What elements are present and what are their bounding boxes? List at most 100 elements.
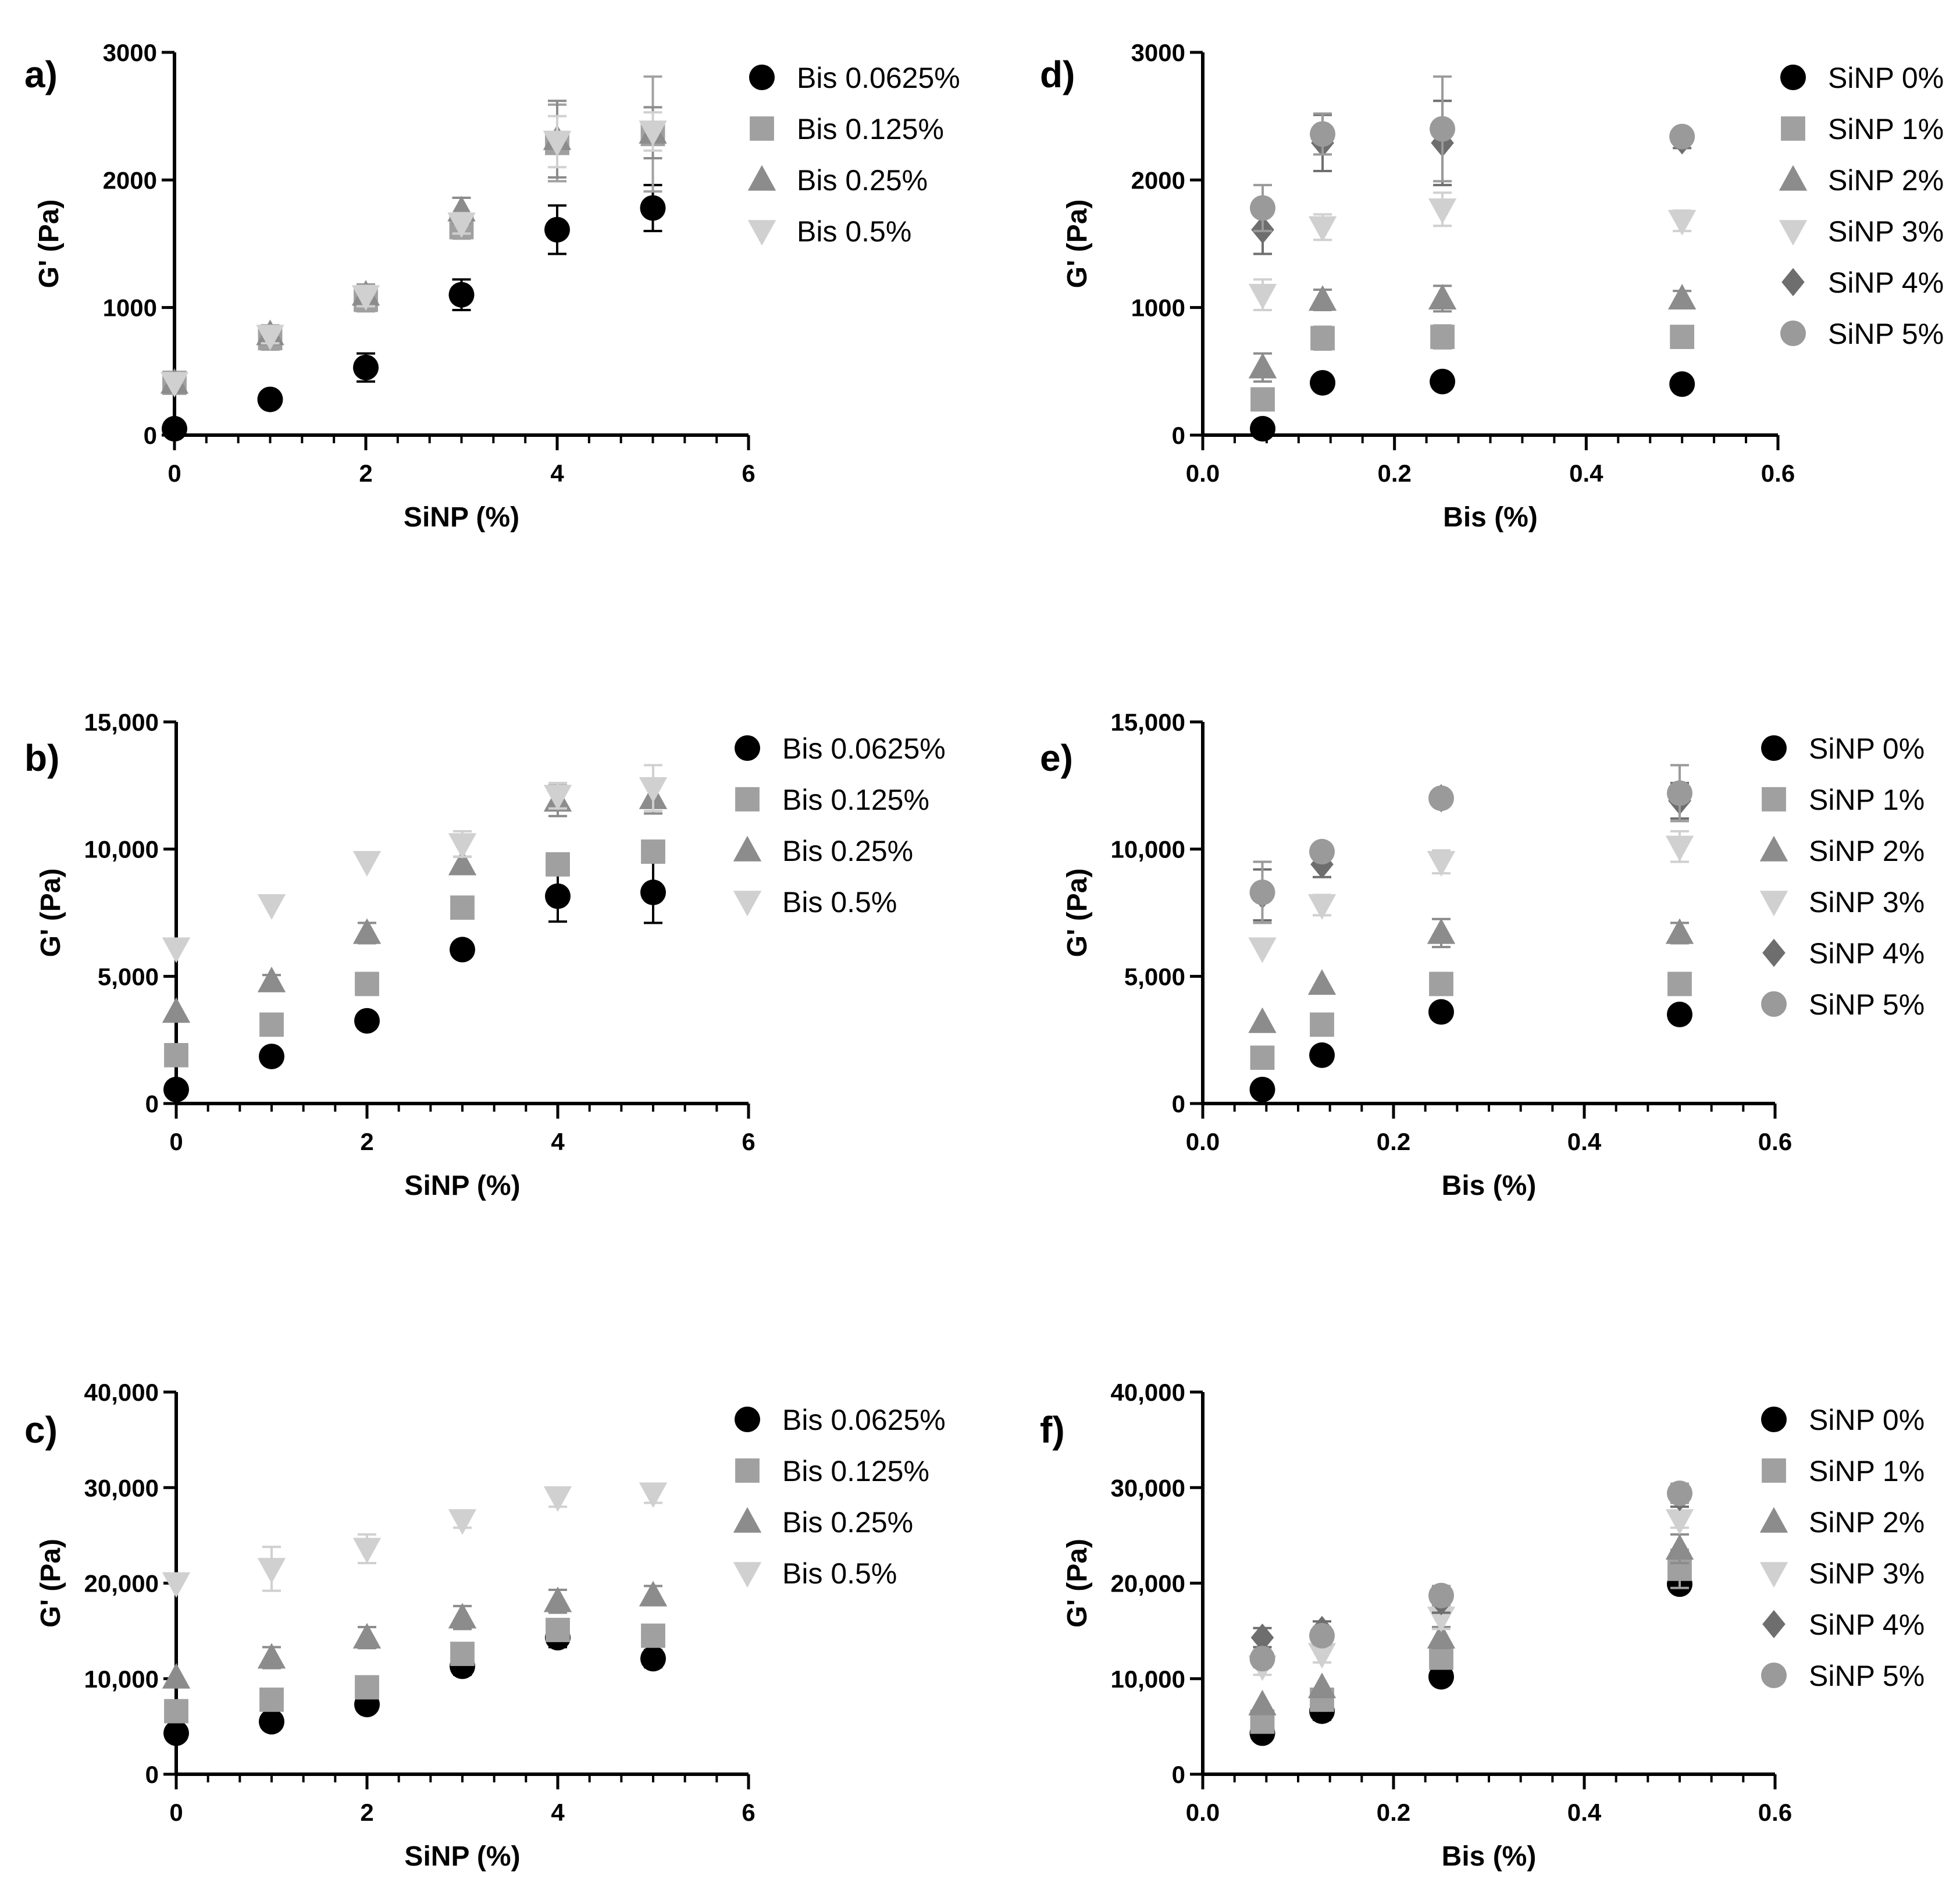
x-tick-label: 0.4 <box>1567 1128 1602 1155</box>
data-point <box>1250 1623 1274 1652</box>
data-point <box>259 1687 284 1712</box>
data-point <box>640 195 666 221</box>
data-point <box>448 833 477 859</box>
legend-marker <box>1759 1507 1788 1533</box>
series-e-2 <box>1248 917 1694 1033</box>
y-tick-label: 20,000 <box>1111 1570 1185 1597</box>
legend-label: SiNP 5% <box>1809 988 1925 1021</box>
y-tick-label: 0 <box>1172 422 1185 449</box>
data-point <box>1308 216 1337 242</box>
data-point <box>543 1486 572 1512</box>
data-point <box>259 1012 284 1037</box>
legend-label: SiNP 5% <box>1809 1660 1925 1692</box>
data-point <box>639 120 667 147</box>
y-tick-label: 0 <box>144 422 157 449</box>
data-point <box>1667 971 1692 996</box>
y-axis-title: G' (Pa) <box>1062 1539 1093 1628</box>
legend-marker <box>1762 787 1786 811</box>
data-point <box>1669 371 1695 397</box>
x-tick-label: 4 <box>551 1799 565 1826</box>
series-b-1 <box>164 839 665 1067</box>
data-point <box>448 282 475 308</box>
data-point <box>1308 285 1337 311</box>
panel-label-d: d) <box>1040 54 1075 95</box>
data-point <box>641 1623 665 1648</box>
data-point <box>1429 971 1453 996</box>
y-tick-label: 1000 <box>1131 294 1185 322</box>
data-point <box>1665 1534 1694 1560</box>
data-point <box>545 883 571 909</box>
data-point <box>355 971 379 996</box>
x-tick-label: 2 <box>360 1128 373 1155</box>
legend-marker <box>750 116 774 141</box>
data-point <box>1427 1622 1456 1649</box>
data-point <box>352 918 382 944</box>
legend-marker <box>1781 268 1805 297</box>
y-tick-label: 2000 <box>1131 166 1185 194</box>
x-tick-label: 4 <box>550 460 564 487</box>
data-point <box>1667 780 1692 806</box>
panel-label-e: e) <box>1040 737 1073 779</box>
data-point <box>1670 325 1695 350</box>
data-point <box>1667 284 1697 310</box>
series-d-0 <box>1250 368 1695 442</box>
legend-label: SiNP 5% <box>1828 318 1944 350</box>
data-point <box>639 777 668 803</box>
data-point <box>1250 1045 1275 1070</box>
data-point <box>1307 969 1337 995</box>
legend-marker <box>1780 321 1806 346</box>
series-c-2 <box>162 1581 668 1689</box>
y-tick-label: 3000 <box>1131 39 1185 66</box>
legend-marker <box>1779 220 1808 246</box>
data-point <box>543 1586 572 1613</box>
y-tick-label: 5,000 <box>98 963 159 990</box>
data-point <box>1250 195 1276 221</box>
y-tick-label: 1000 <box>103 294 157 322</box>
series-b-2 <box>162 781 668 1023</box>
data-point <box>163 1720 189 1746</box>
y-tick-label: 10,000 <box>84 1665 159 1693</box>
legend-marker <box>735 1458 760 1483</box>
data-point <box>162 416 187 442</box>
x-axis-title: Bis (%) <box>1442 1841 1537 1872</box>
x-tick-label: 0.4 <box>1567 1799 1602 1826</box>
data-point <box>1250 416 1276 442</box>
y-tick-label: 40,000 <box>1111 1379 1185 1406</box>
data-point <box>1309 1042 1335 1068</box>
legend-label: SiNP 2% <box>1809 1506 1925 1539</box>
legend-marker <box>735 1407 760 1432</box>
data-point <box>257 1558 286 1584</box>
legend-marker <box>749 65 775 90</box>
legend-label: Bis 0.125% <box>797 113 944 145</box>
data-point <box>450 937 475 963</box>
legend-label: Bis 0.25% <box>782 835 913 867</box>
x-tick-label: 0.0 <box>1186 1128 1220 1155</box>
data-point <box>1665 1509 1694 1535</box>
data-point <box>543 785 572 811</box>
data-point <box>1248 1689 1277 1715</box>
data-point <box>546 1618 570 1642</box>
data-point <box>1427 850 1456 877</box>
y-tick-label: 0 <box>1172 1090 1185 1117</box>
data-point <box>1310 370 1336 396</box>
y-axis-title: G' (Pa) <box>34 200 65 289</box>
data-point <box>544 216 570 243</box>
legend-marker <box>1759 891 1788 917</box>
legend-marker <box>1759 1562 1788 1588</box>
legend-label: Bis 0.0625% <box>782 732 946 765</box>
legend-marker <box>735 787 760 811</box>
y-tick-label: 5,000 <box>1124 963 1185 990</box>
series-e-3 <box>1248 830 1694 963</box>
data-point <box>353 354 379 380</box>
x-tick-label: 0.2 <box>1377 1799 1410 1826</box>
data-point <box>352 850 382 877</box>
x-tick-label: 0.6 <box>1758 1799 1792 1826</box>
series-e-1 <box>1250 971 1692 1070</box>
y-tick-label: 20,000 <box>84 1570 159 1597</box>
data-point <box>257 1643 286 1669</box>
data-point <box>1248 937 1277 963</box>
x-tick-label: 2 <box>359 460 372 487</box>
data-point <box>257 386 283 412</box>
y-tick-label: 15,000 <box>1111 709 1185 736</box>
